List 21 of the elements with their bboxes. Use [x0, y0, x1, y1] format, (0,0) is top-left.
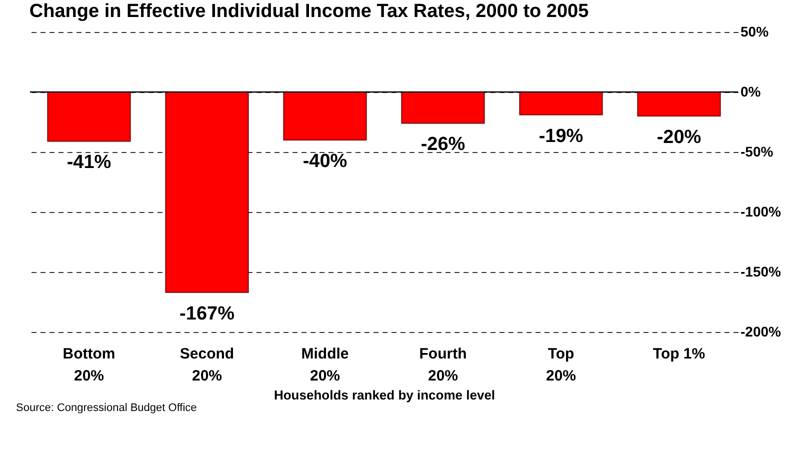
x-tick-label: Top 1%: [652, 346, 706, 362]
x-axis-title: Households ranked by income level: [274, 388, 496, 402]
data-label: -26%: [420, 134, 466, 156]
data-label: -20%: [656, 127, 702, 148]
y-tick-label: -200%: [740, 324, 782, 340]
y-tick-label: 0%: [740, 84, 762, 100]
data-label: -41%: [66, 152, 112, 174]
source-note: Source: Congressional Budget Office: [16, 402, 197, 414]
chart-title: Change in Effective Individual Income Tax Rates, 2000 to 2005: [29, 1, 590, 22]
y-tick-label: -100%: [740, 204, 782, 220]
y-tick-label: 50%: [740, 24, 770, 40]
x-tick-label: Second 20%: [180, 346, 234, 384]
x-tick-label: Fourth 20%: [419, 346, 467, 384]
y-tick-label: -50%: [740, 144, 774, 160]
x-tick-label: Bottom 20%: [62, 346, 116, 384]
data-label: -40%: [302, 151, 348, 172]
y-tick-label: -150%: [740, 264, 782, 280]
x-tick-label: Middle 20%: [301, 346, 349, 384]
data-label: -167%: [180, 303, 235, 324]
x-tick-label: Top 20%: [546, 346, 576, 384]
data-label: -19%: [538, 126, 584, 147]
